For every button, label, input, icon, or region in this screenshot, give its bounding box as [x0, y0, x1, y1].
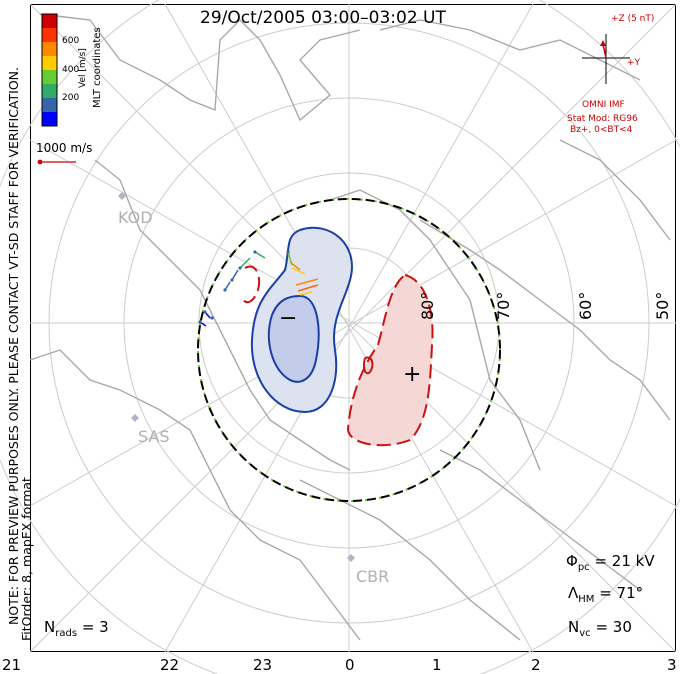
reference-vector-label: 1000 m/s	[36, 141, 93, 155]
color-tick-400: 400	[62, 65, 80, 75]
color-tick-200: 200	[62, 93, 80, 103]
coastlines	[29, 13, 671, 641]
color-scale-label: Vel [m/s]	[78, 48, 88, 88]
latitude-label-70: 70°	[494, 291, 513, 320]
positive-cell	[241, 265, 434, 447]
velocity-color-bar	[41, 13, 58, 127]
color-bar-segment	[42, 28, 57, 42]
station-kod-marker	[118, 192, 126, 200]
imf-condition: Bz+, 0<BT<4	[570, 125, 633, 135]
imf-model: Stat Mod: RG96	[567, 114, 638, 124]
color-bar-segment	[42, 42, 57, 56]
mlt-grid	[29, 3, 677, 653]
latitude-label-80: 80°	[418, 291, 437, 320]
color-bar-segment	[42, 98, 57, 112]
hm-latitude: ΛHM = 71°	[568, 584, 644, 605]
mlt-label-1: 1	[432, 656, 442, 674]
color-bar-border	[41, 13, 58, 127]
fit-order-note: FitOrder: 8, mapEX format	[19, 477, 34, 641]
negative-cell	[250, 226, 353, 414]
radar-count: Nrads = 3	[44, 618, 109, 639]
latitude-label-60: 60°	[576, 291, 595, 320]
mlt-label-2: 2	[531, 656, 541, 674]
station-sas-label: SAS	[138, 427, 170, 446]
color-tick-600: 600	[62, 36, 80, 46]
imf-source: OMNI IMF	[582, 100, 625, 110]
negative-cell-marker: −	[279, 306, 298, 331]
station-cbr-marker	[347, 554, 355, 562]
hm-boundary-markers	[197, 198, 501, 502]
station-markers	[118, 192, 355, 562]
mlt-label-21: 21	[2, 656, 22, 674]
mlt-label-3: 3	[667, 656, 677, 674]
reference-vector	[37, 159, 76, 165]
color-bar-segment	[42, 112, 57, 126]
station-cbr-label: CBR	[356, 567, 390, 586]
color-bar-segment	[42, 84, 57, 98]
positive-cell-marker: +	[403, 362, 422, 387]
color-bar-segment	[42, 56, 57, 70]
latitude-label-50: 50°	[653, 291, 672, 320]
map-frame	[30, 4, 676, 652]
mlt-label-23: 23	[253, 656, 273, 674]
imf-clock	[582, 34, 630, 84]
imf-y-label: +Y	[627, 58, 641, 68]
vector-origins	[198, 250, 290, 324]
cross-polar-potential: Φpc = 21 kV	[566, 552, 655, 573]
color-bar-segment	[42, 70, 57, 84]
station-sas-marker	[131, 414, 139, 422]
mlt-label-22: 22	[160, 656, 180, 674]
imf-z-label: +Z (5 nT)	[611, 14, 655, 24]
vector-count: Nvc = 30	[568, 618, 632, 639]
mlt-label-0: 0	[345, 656, 355, 674]
color-bar-segment	[42, 14, 57, 28]
coordinates-label: MLT coordinates	[92, 27, 103, 108]
map-title: 29/Oct/2005 03:00–03:02 UT	[200, 8, 446, 28]
station-kod-label: KOD	[118, 208, 153, 227]
